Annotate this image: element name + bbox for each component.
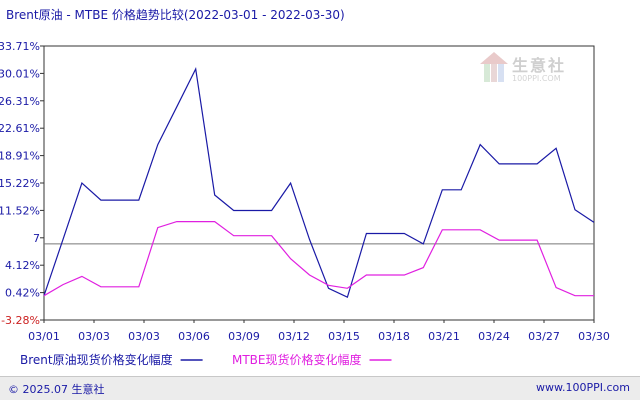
x-tick-label: 03/01 <box>28 330 60 343</box>
series-line-1 <box>43 67 595 299</box>
plot-area-border <box>43 45 595 321</box>
x-tick-label: 03/12 <box>278 330 310 343</box>
footer-url: www.100PPI.com <box>536 381 630 394</box>
y-tick-label: 0.42% <box>5 287 40 300</box>
y-tick-label: 30.01% <box>0 67 40 80</box>
x-tick-label: 03/15 <box>328 330 360 343</box>
legend-label-1: Brent原油现货价格变化幅度 <box>20 352 173 367</box>
x-tick-label: 03/27 <box>528 330 560 343</box>
x-tick-label: 03/21 <box>428 330 460 343</box>
y-tick-label: -3.28% <box>1 314 40 327</box>
legend-label-2: MTBE现货价格变化幅度 <box>232 352 362 367</box>
x-tick-label: 03/06 <box>178 330 210 343</box>
watermark: 生意社 100PPI.COM <box>478 50 578 94</box>
watermark-url: 100PPI.COM <box>512 74 561 83</box>
y-tick-label: 33.71% <box>0 40 40 53</box>
chart: 33.71% 30.01% 26.31% 22.61% 18.91% 15.22% 11.5… <box>0 40 610 367</box>
series-line-2 <box>43 221 594 297</box>
x-tick-label: 03/30 <box>578 330 610 343</box>
watermark-name: 生意社 <box>512 56 567 75</box>
x-tick-label: 03/18 <box>378 330 410 343</box>
footer-bar: © 2025.07 生意社 www.100PPI.com <box>0 376 640 400</box>
y-tick-label: 7 <box>33 232 40 245</box>
x-tick-label: 03/03 <box>78 330 110 343</box>
y-tick-label: 4.12% <box>5 259 40 272</box>
x-tick-label: 03/24 <box>478 330 510 343</box>
copyright-text: © 2025.07 生意社 <box>8 383 105 396</box>
x-tick-label: 03/09 <box>228 330 260 343</box>
y-tick-label: 11.52% <box>0 204 40 217</box>
watermark-logo-icon <box>480 52 508 82</box>
y-tick-label: 26.31% <box>0 95 40 108</box>
y-tick-label: 15.22% <box>0 177 40 190</box>
chart-title: Brent原油 - MTBE 价格趋势比较(2022-03-01 - 2022-… <box>6 8 345 22</box>
x-tick-label: 03/03 <box>128 330 160 343</box>
y-tick-label: 22.61% <box>0 122 40 135</box>
y-tick-label: 18.91% <box>0 150 40 163</box>
